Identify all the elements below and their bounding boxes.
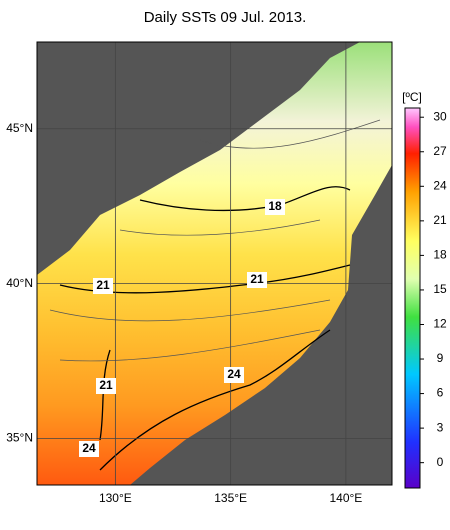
- lat-tick-label: 40°N: [6, 276, 33, 290]
- contour-label: 24: [82, 441, 96, 455]
- contour-label-bg: [265, 199, 285, 215]
- colorbar: [404, 107, 421, 489]
- land-japan: [130, 165, 392, 485]
- map-area: [37, 42, 392, 485]
- colorbar-tick-label: 9: [437, 351, 444, 365]
- colorbar-unit: [ºC]: [402, 90, 422, 104]
- colorbar-tick-label: 18: [433, 248, 447, 262]
- contour-label: 21: [99, 378, 113, 392]
- colorbar-tick-label: 24: [433, 178, 447, 192]
- contour-label: 18: [268, 199, 282, 213]
- contour-label: 21: [96, 278, 110, 292]
- land-asia: [37, 42, 360, 275]
- colorbar-tick-label: 30: [433, 109, 447, 123]
- colorbar-tick-label: 6: [437, 386, 444, 400]
- colorbar-tick-label: 3: [437, 420, 444, 434]
- colorbar-tick-label: 0: [437, 455, 444, 469]
- lat-tick-label: 45°N: [6, 121, 33, 135]
- colorbar-tick-label: 21: [433, 213, 447, 227]
- colorbar-tick-label: 15: [433, 282, 447, 296]
- colorbar-tick-label: 12: [433, 317, 447, 331]
- contour-label-bg: [79, 441, 99, 457]
- lon-tick-label: 135°E: [214, 491, 247, 505]
- minor-contours: [49, 119, 381, 362]
- map-title: Daily SSTs 09 Jul. 2013.: [144, 9, 307, 26]
- lat-tick-label: 35°N: [6, 431, 33, 445]
- contour-label-bg: [224, 367, 244, 383]
- contour-label-bg: [247, 272, 267, 288]
- contour-label: 21: [250, 272, 264, 286]
- colorbar-tick-label: 27: [433, 144, 447, 158]
- contour-label-bg: [93, 278, 113, 294]
- lon-tick-label: 140°E: [329, 491, 362, 505]
- contour-label-bg: [96, 378, 116, 394]
- contour-label: 24: [227, 367, 241, 381]
- map-frame: [36, 41, 393, 486]
- lon-tick-label: 130°E: [99, 491, 132, 505]
